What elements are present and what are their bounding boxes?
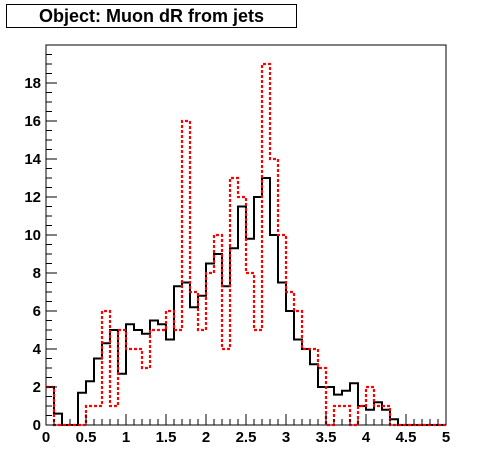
- x-tick-label: 1.5: [156, 429, 177, 446]
- histogram-series-solid-black: [46, 177, 446, 426]
- x-tick-label: 4.5: [396, 429, 417, 446]
- y-tick-label: 0: [33, 417, 41, 434]
- y-tick-label: 14: [24, 151, 41, 168]
- chart-title: Object: Muon dR from jets: [6, 4, 297, 28]
- y-tick-label: 18: [24, 75, 41, 92]
- x-tick-label: 0: [42, 429, 50, 446]
- x-tick-label: 3.5: [316, 429, 337, 446]
- x-tick-label: 1: [122, 429, 130, 446]
- x-tick-label: 3: [282, 429, 290, 446]
- x-tick-label: 5: [442, 429, 450, 446]
- y-tick-label: 16: [24, 113, 41, 130]
- y-tick-label: 6: [33, 303, 41, 320]
- x-tick-label: 0.5: [76, 429, 97, 446]
- histogram-series-dashed-red: [46, 62, 446, 427]
- x-tick-label: 4: [362, 429, 371, 446]
- y-tick-label: 8: [33, 265, 41, 282]
- y-tick-label: 4: [33, 341, 42, 358]
- y-tick-label: 12: [24, 189, 41, 206]
- x-tick-label: 2: [202, 429, 210, 446]
- x-tick-label: 2.5: [236, 429, 257, 446]
- y-tick-label: 10: [24, 227, 41, 244]
- y-tick-label: 2: [33, 379, 41, 396]
